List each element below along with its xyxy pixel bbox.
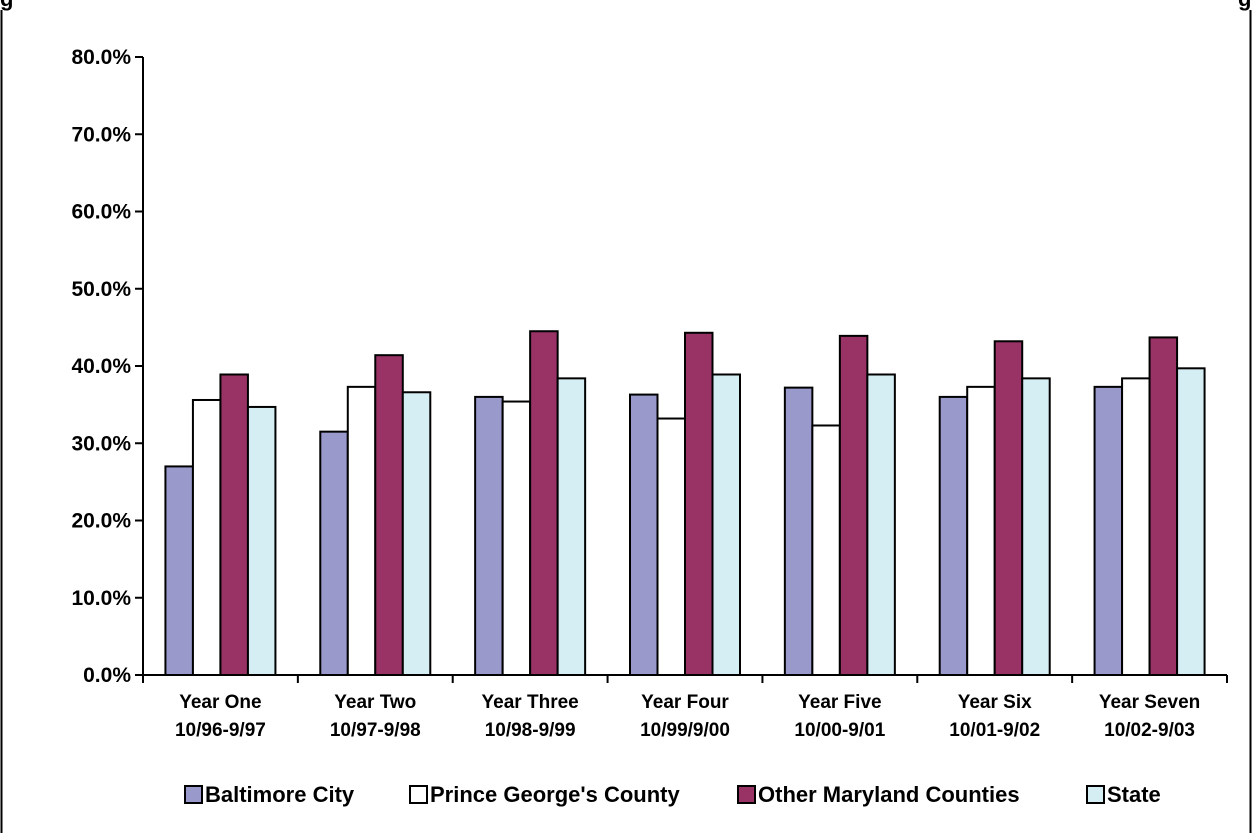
y-axis: 0.0% 10.0% 20.0% 30.0% 40.0% 50.0% 60.0% 70.0% 8… [71,46,144,687]
x-category-label-line2: 10/98-9/99 [485,720,576,741]
x-axis: Year One 10/96-9/97 Year Two 10/97-9/98 Year… [142,674,1228,741]
bar [783,386,814,676]
bar [711,373,741,676]
bar [474,395,504,676]
x-category-label-line1: Year Three [482,692,579,713]
bar [1148,336,1179,676]
y-tick-label: 40.0% [71,355,131,378]
bar [684,331,714,676]
bar [1093,385,1124,676]
bar [246,405,277,676]
bar [629,393,659,676]
legend: Baltimore City Prince George's County Othe… [184,782,1161,807]
legend-entry-label: Baltimore City [205,782,355,807]
legend-entry-label: State [1107,782,1161,807]
bar [529,330,559,676]
title-fragment-left: g [0,0,13,11]
legend-swatch [409,785,428,804]
bar [866,373,896,676]
legend-swatch [737,785,756,804]
x-category-label-line2: 10/99/9/00 [640,720,730,741]
x-category-label-line1: Year Two [334,692,416,713]
bar [811,424,841,677]
legend-swatch [1086,785,1105,804]
y-tick-label: 50.0% [71,278,131,301]
x-category-label-line2: 10/00-9/01 [794,720,885,741]
bar [966,385,996,676]
x-category-label-line2: 10/02-9/03 [1104,720,1195,741]
bar [346,385,377,676]
y-tick-label: 80.0% [71,46,131,69]
bar [191,398,222,676]
legend-entry-label: Prince George's County [430,782,680,807]
x-category-label-line2: 10/01-9/02 [949,720,1040,741]
x-category-label-line2: 10/96-9/97 [175,720,266,741]
bars-group [164,330,1206,677]
x-category-label-line1: Year Four [641,692,729,713]
x-category-label-line1: Year One [179,692,261,713]
bar [219,373,249,676]
bar [1121,377,1151,676]
x-category-label-line2: 10/97-9/98 [330,720,421,741]
legend-swatch [184,785,203,804]
bar [938,395,969,676]
y-tick-label: 30.0% [71,432,131,455]
bar [1176,367,1206,676]
bar [501,400,532,676]
bar [838,334,869,676]
bar [556,377,587,676]
y-tick-label: 70.0% [71,123,131,146]
title-fragment-right: g [1238,0,1251,11]
x-category-label-line1: Year Seven [1099,692,1200,713]
x-category-label-line1: Year Six [958,692,1032,713]
bar [993,340,1024,676]
bar [319,430,349,676]
y-tick-label: 0.0% [83,664,131,687]
y-tick-label: 60.0% [71,201,131,224]
bar [656,417,686,676]
bar [164,465,194,676]
legend-entry-label: Other Maryland Counties [758,782,1020,807]
bar [401,391,432,676]
y-tick-label: 10.0% [71,587,131,610]
bar [374,354,404,676]
x-category-label-line1: Year Five [798,692,881,713]
y-tick-label: 20.0% [71,510,131,533]
bar [1021,377,1051,676]
